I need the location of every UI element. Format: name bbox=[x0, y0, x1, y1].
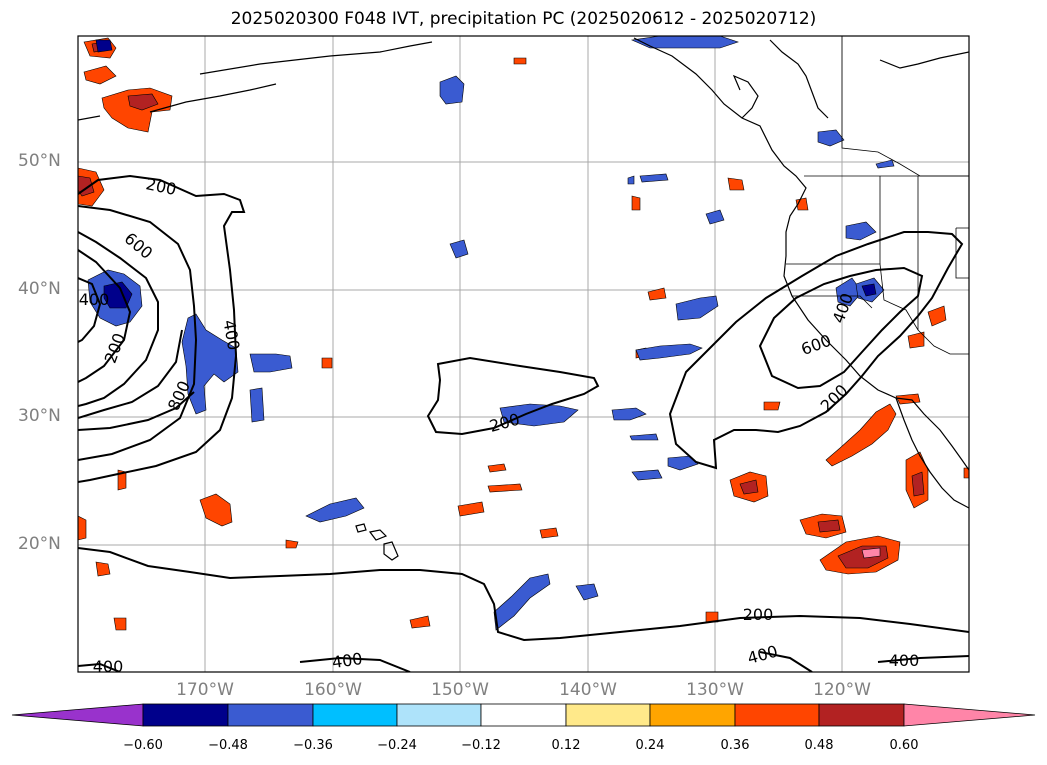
colorbar-bin bbox=[734, 703, 820, 727]
lat-label-30n: 30°N bbox=[18, 406, 61, 426]
lon-label-170w: 170°W bbox=[176, 680, 234, 700]
lat-label-40n: 40°N bbox=[18, 279, 61, 299]
colorbar-tick: 0.36 bbox=[720, 738, 750, 753]
coastlines bbox=[78, 37, 969, 509]
colorbar-tick: −0.48 bbox=[208, 738, 248, 753]
colorbar-bin bbox=[818, 703, 905, 727]
map-title: 2025020300 F048 IVT, precipitation PC (2… bbox=[230, 9, 817, 29]
political-borders bbox=[786, 36, 969, 355]
contour-label: 200 bbox=[743, 605, 774, 624]
contour-label: 400 bbox=[79, 290, 110, 309]
colorbar-tick: 0.12 bbox=[551, 738, 581, 753]
colorbar-tick: −0.36 bbox=[293, 738, 333, 753]
precip-negative-blobs bbox=[87, 36, 895, 631]
colorbar-tick: 0.60 bbox=[889, 738, 919, 753]
contour-label: 200 bbox=[487, 410, 521, 436]
contour-label: 400 bbox=[745, 642, 779, 668]
colorbar-bin bbox=[142, 703, 229, 727]
lon-label-130w: 130°W bbox=[686, 680, 744, 700]
ivt-contours bbox=[78, 174, 969, 672]
contour-label: 200 bbox=[144, 174, 178, 199]
colorbar-extend-low bbox=[11, 703, 144, 727]
colorbar-bin bbox=[227, 703, 314, 727]
lat-label-20n: 20°N bbox=[18, 534, 61, 554]
colorbar-tick: 0.48 bbox=[804, 738, 834, 753]
colorbar-tick: −0.60 bbox=[123, 738, 163, 753]
colorbar-tick: 0.24 bbox=[635, 738, 665, 753]
contour-label: 400 bbox=[93, 657, 124, 676]
colorbar bbox=[11, 703, 1036, 727]
hawaiian-islands bbox=[355, 523, 399, 561]
lon-label-120w: 120°W bbox=[813, 680, 871, 700]
colorbar-bin bbox=[480, 703, 567, 727]
colorbar-tick: −0.12 bbox=[461, 738, 501, 753]
contour-label: 600 bbox=[799, 331, 834, 359]
lat-label-50n: 50°N bbox=[18, 151, 61, 171]
colorbar-tick: −0.24 bbox=[377, 738, 417, 753]
lon-label-150w: 150°W bbox=[431, 680, 489, 700]
lon-label-140w: 140°W bbox=[559, 680, 617, 700]
map-frame bbox=[77, 35, 970, 673]
contour-label: 400 bbox=[331, 649, 364, 672]
colorbar-bin bbox=[312, 703, 398, 727]
lon-label-160w: 160°W bbox=[304, 680, 362, 700]
contour-label: 400 bbox=[889, 651, 920, 670]
colorbar-bin bbox=[396, 703, 482, 727]
colorbar-extend-high bbox=[903, 703, 1036, 727]
colorbar-bin bbox=[565, 703, 651, 727]
contour-label: 600 bbox=[121, 229, 157, 263]
contour-label: 200 bbox=[101, 331, 129, 366]
colorbar-bin bbox=[649, 703, 736, 727]
